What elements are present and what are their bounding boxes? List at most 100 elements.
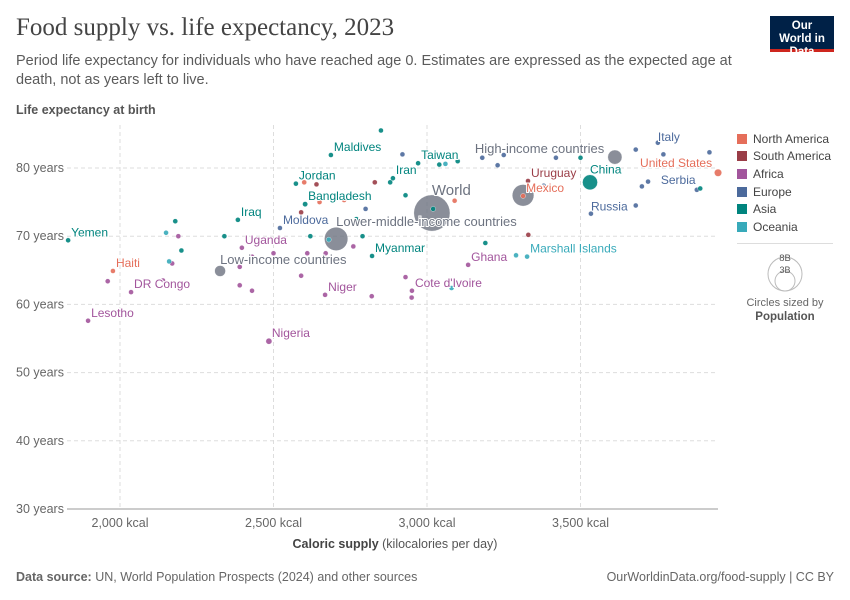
size-label-3b: 3B <box>779 265 790 275</box>
footer-link[interactable]: OurWorldinData.org/food-supply | CC BY <box>606 570 834 584</box>
point-label: DR Congo <box>134 277 190 291</box>
size-circle-3b <box>774 270 796 292</box>
data-point-taiwan <box>415 160 421 166</box>
data-point-moldova <box>277 225 283 231</box>
data-point <box>479 155 485 161</box>
legend-item[interactable]: South America <box>737 148 831 166</box>
point-label: United States <box>640 156 712 170</box>
x-axis-label: Caloric supply (kilocalories per day) <box>0 537 790 551</box>
legend-label: North America <box>753 131 830 146</box>
point-label: Marshall Islands <box>530 242 617 256</box>
data-point <box>442 161 449 167</box>
legend-swatch <box>737 204 747 215</box>
size-legend-variable: Population <box>755 311 815 323</box>
point-label: Myanmar <box>375 241 425 255</box>
data-point-nigeria <box>265 337 273 345</box>
data-point <box>326 236 332 243</box>
data-point <box>372 179 378 186</box>
y-tick-label: 80 years <box>16 161 64 175</box>
data-point-russia <box>588 210 594 217</box>
y-tick-label: 50 years <box>16 366 64 380</box>
size-legend: 8B 3B Circles sized by Population <box>737 243 833 323</box>
y-axis-label: Life expectancy at birth <box>16 103 156 117</box>
x-tick-label: 3,000 kcal <box>399 516 456 530</box>
legend-swatch <box>737 186 747 197</box>
data-point <box>430 206 436 212</box>
owid-logo[interactable]: Our World in Data <box>770 16 834 58</box>
data-point <box>359 233 366 239</box>
point-label: Cote d'Ivoire <box>415 276 482 290</box>
data-point <box>237 264 243 270</box>
data-point <box>301 179 307 186</box>
y-tick-label: 70 years <box>16 229 64 243</box>
legend-item[interactable]: Africa <box>737 165 831 183</box>
data-point <box>353 216 360 222</box>
data-point <box>455 158 461 164</box>
chart-title: Food supply vs. life expectancy, 2023 <box>16 14 395 41</box>
data-point-marshall-islands <box>524 253 530 260</box>
legend-item[interactable]: North America <box>737 130 831 148</box>
data-point <box>369 293 375 299</box>
data-point-ghana <box>465 262 471 268</box>
legend-item[interactable]: Oceania <box>737 218 831 236</box>
legend-label: South America <box>753 149 832 164</box>
data-point-iraq <box>235 217 241 223</box>
data-point <box>697 185 703 192</box>
data-point <box>402 274 409 280</box>
data-point-haiti <box>110 268 116 274</box>
data-point-italy <box>655 140 661 146</box>
x-tick-label: 3,500 kcal <box>552 516 609 530</box>
data-point <box>525 232 532 238</box>
data-point-united-states <box>714 168 722 177</box>
data-point <box>270 250 277 256</box>
data-point-myanmar <box>369 253 375 259</box>
chart-subtitle: Period life expectancy for individuals w… <box>16 53 732 88</box>
data-point <box>307 233 314 239</box>
point-label: Italy <box>658 130 680 144</box>
size-legend-caption: Circles sized by <box>746 297 824 309</box>
x-axis-label-unit: (kilocalories per day) <box>382 537 498 551</box>
data-point <box>402 192 409 198</box>
data-point-yemen <box>65 237 71 243</box>
data-point <box>221 233 228 239</box>
data-point-uganda <box>239 245 245 251</box>
point-label: Iran <box>396 163 417 177</box>
data-point <box>645 178 651 185</box>
point-label: Serbia <box>661 173 696 187</box>
data-point <box>387 179 393 186</box>
legend-item[interactable]: Asia <box>737 200 831 218</box>
legend-label: Asia <box>753 202 777 217</box>
data-point <box>482 240 489 246</box>
point-label: Nigeria <box>272 326 310 340</box>
data-point <box>304 250 310 256</box>
point-label: Lower-middle-income countries <box>336 214 517 229</box>
point-label: Low-income countries <box>220 252 347 267</box>
data-point-high-income-countries <box>607 149 623 165</box>
data-point <box>350 243 357 250</box>
data-point <box>105 278 111 284</box>
legend-swatch <box>737 168 747 179</box>
data-point <box>451 198 458 204</box>
data-point-iran <box>390 175 396 181</box>
legend-item[interactable]: Europe <box>737 183 831 201</box>
data-point-mexico <box>520 193 526 199</box>
point-label: World <box>432 182 471 199</box>
data-point <box>568 148 574 155</box>
point-label: Taiwan <box>421 148 458 162</box>
point-label: Bangladesh <box>308 189 371 203</box>
data-point-maldives <box>328 152 334 158</box>
point-label: Uganda <box>245 233 287 247</box>
data-point-low-income-countries <box>214 265 226 277</box>
point-label: Lesotho <box>91 306 134 320</box>
data-point <box>249 253 255 260</box>
data-point <box>166 258 172 265</box>
point-label: Mexico <box>526 181 564 195</box>
data-point <box>249 288 255 294</box>
data-point <box>237 282 243 289</box>
data-point-china <box>582 174 598 191</box>
point-label: Maldives <box>334 140 381 154</box>
legend-swatch <box>737 151 747 162</box>
data-source: Data source: UN, World Population Prospe… <box>16 570 417 584</box>
legend-label: Africa <box>753 166 784 181</box>
